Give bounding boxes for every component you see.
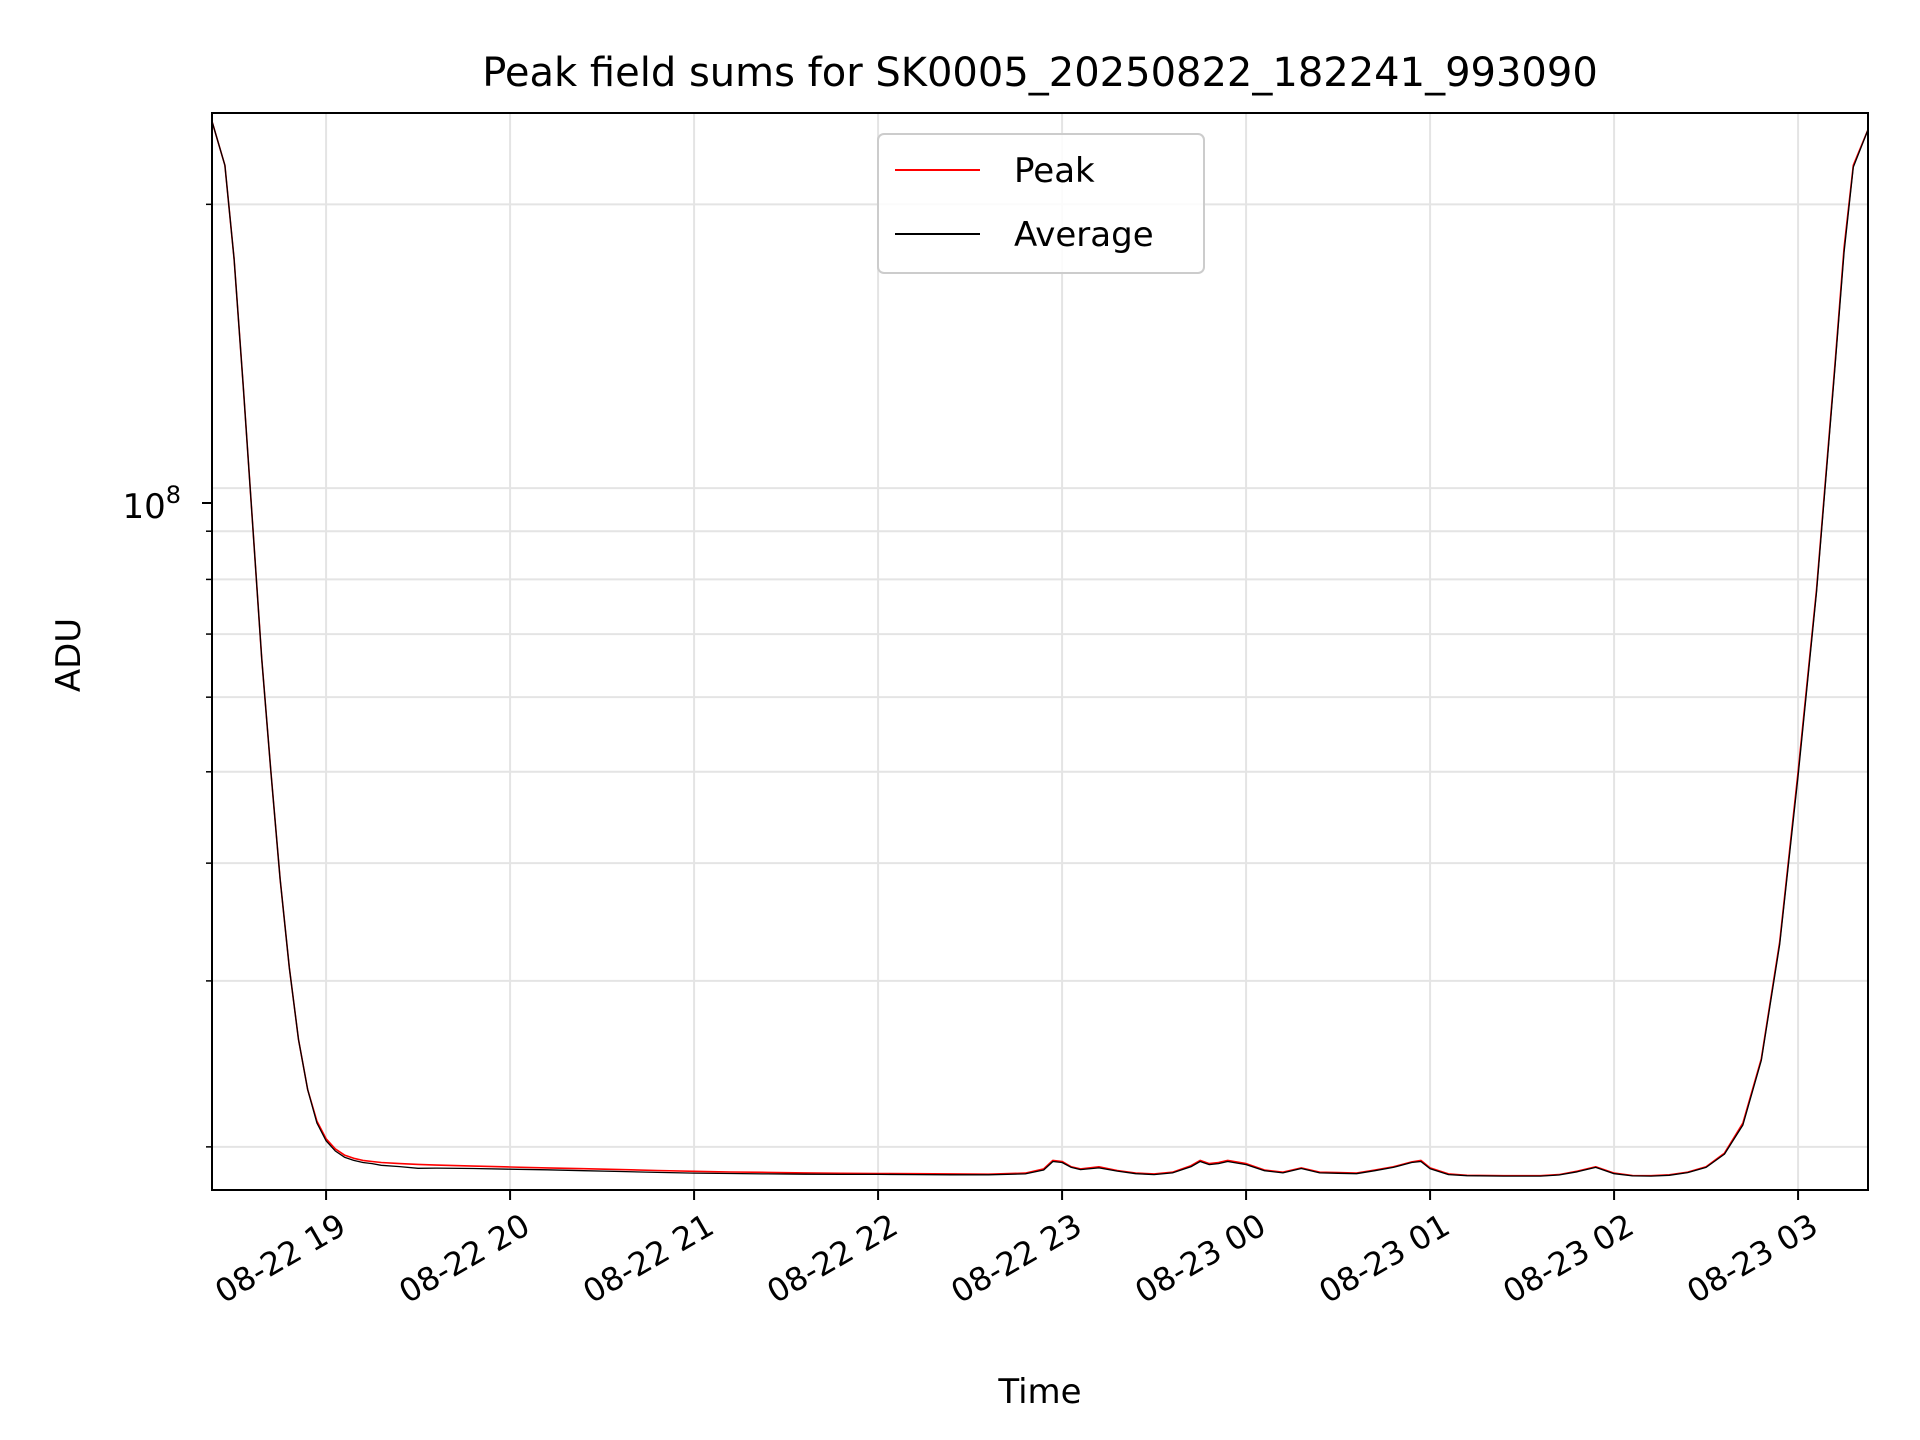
plot-layer [212, 121, 1868, 1177]
y-tick-label: 108 [122, 481, 181, 527]
series-layer [212, 121, 1868, 1177]
legend-label-peak: Peak [1014, 151, 1095, 191]
series-line-average [212, 121, 1868, 1177]
grid-layer [212, 113, 1868, 1190]
legend: Peak Average [877, 133, 1205, 274]
y-axis: 108 [122, 203, 212, 1148]
plot-frame [211, 112, 1869, 1191]
x-axis-label: Time [997, 1372, 1081, 1412]
legend-box [877, 133, 1205, 274]
chart-title: Peak field sums for SK0005_20250822_1822… [482, 50, 1598, 96]
legend-label-average: Average [1014, 215, 1154, 255]
y-axis-label: ADU [49, 618, 89, 692]
